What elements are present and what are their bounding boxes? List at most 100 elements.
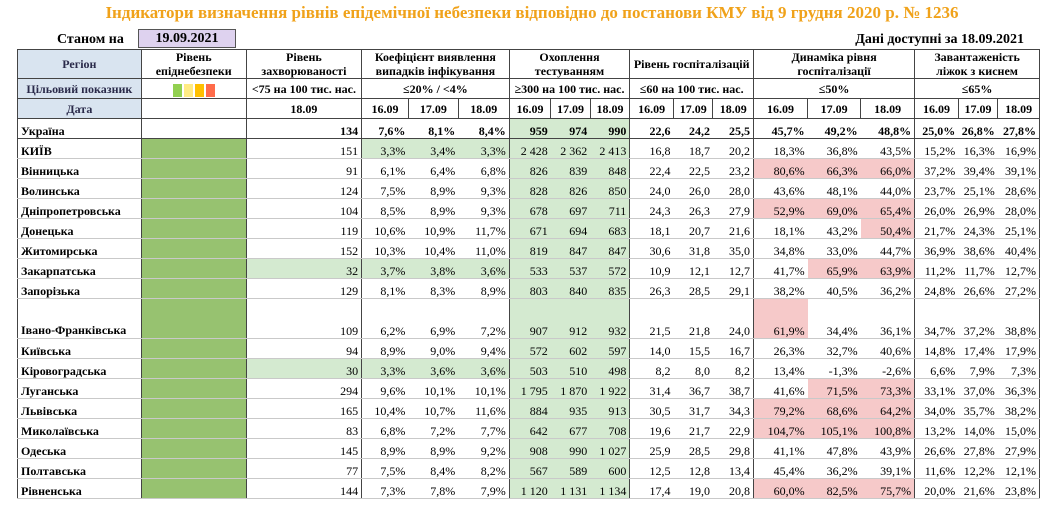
oxygen-beds-value: 39,4% (958, 158, 998, 179)
incidence-value: 165 (245, 398, 362, 419)
oxygen-beds-value: 26,6% (958, 278, 998, 299)
header-row: Регіон Рівень епіднебезпеки Рівень захво… (17, 49, 1040, 79)
detection-value: 10,4% (361, 398, 409, 419)
region-name: Київська (17, 338, 142, 359)
hospitalization-value: 26,3 (629, 278, 674, 299)
date-hospitalization-dynamics: 17.09 (807, 98, 862, 119)
hospitalization-value: 10,9 (629, 258, 674, 279)
level-swatch (194, 84, 204, 98)
detection-value: 8,1% (408, 118, 459, 139)
date-oxygen-beds: 16.09 (914, 98, 959, 119)
detection-value: 6,9% (408, 298, 459, 339)
detection-value: 11,0% (458, 238, 510, 259)
oxygen-beds-value: 28,0% (997, 198, 1040, 219)
detection-value: 8,9% (408, 198, 459, 219)
header-level: Рівень епіднебезпеки (140, 49, 247, 79)
detection-value: 10,3% (361, 238, 409, 259)
danger-level-cell (140, 178, 247, 199)
oxygen-beds-value: 11,7% (958, 258, 998, 279)
hospitalization-value: 20,7 (673, 218, 713, 239)
detection-value: 9,6% (361, 378, 409, 399)
oxygen-beds-value: 23,8% (997, 478, 1040, 499)
hospitalization-value: 12,7 (712, 258, 754, 279)
oxygen-beds-value: 40,4% (997, 238, 1040, 259)
oxygen-beds-value: 17,4% (958, 338, 998, 359)
oxygen-beds-value: 17,9% (997, 338, 1040, 359)
region-name: Луганська (17, 378, 142, 399)
table-row: Луганська 294 9,6% 10,1% 10,1% 1 795 1 870 1 92… (17, 378, 1040, 399)
table-row: Івано-Франківська 109 6,2% 6,9% 7,2% 907 912 93… (17, 298, 1040, 339)
hospitalization-value: 20,8 (712, 478, 754, 499)
detection-value: 3,3% (458, 138, 510, 159)
oxygen-beds-value: 16,9% (997, 138, 1040, 159)
date-oxygen-beds: 17.09 (957, 98, 999, 119)
hospitalization-dynamics-value: 79,2% (753, 398, 808, 419)
incidence-value: 151 (245, 138, 362, 159)
testing-value: 913 (590, 398, 630, 419)
hospitalization-value: 29,8 (712, 438, 754, 459)
hospitalization-value: 21,7 (673, 418, 713, 439)
hospitalization-value: 13,4 (712, 458, 754, 479)
oxygen-beds-value: 16,3% (958, 138, 998, 159)
hospitalization-value: 36,7 (673, 378, 713, 399)
detection-value: 6,8% (458, 158, 510, 179)
date-hospitalization: 16.09 (629, 98, 674, 119)
hospitalization-dynamics-value: 36,2% (860, 278, 915, 299)
testing-value: 572 (590, 258, 630, 279)
header-hospitalization: Рівень госпіталізацій (629, 49, 755, 79)
region-name: Запорізька (17, 278, 142, 299)
as-of-date: 19.09.2021 (138, 29, 236, 48)
hospitalization-value: 25,5 (712, 118, 754, 139)
incidence-value: 94 (245, 338, 362, 359)
testing-value: 990 (590, 118, 630, 139)
testing-value: 708 (590, 418, 630, 439)
hospitalization-dynamics-value: 43,9% (860, 438, 915, 459)
region-name: Україна (17, 118, 142, 139)
hospitalization-value: 24,0 (629, 178, 674, 199)
target-incidence: <75 на 100 тис. нас. (245, 78, 363, 99)
hospitalization-value: 20,2 (712, 138, 754, 159)
detection-value: 3,3% (361, 358, 409, 379)
testing-value: 1 027 (590, 438, 630, 459)
hospitalization-value: 19,0 (673, 478, 713, 499)
date-hospitalization-dynamics: 16.09 (753, 98, 809, 119)
oxygen-beds-value: 39,1% (997, 158, 1040, 179)
detection-value: 8,9% (408, 438, 459, 459)
danger-level-cell (140, 138, 247, 159)
testing-value: 839 (550, 158, 591, 179)
testing-value: 803 (508, 278, 551, 299)
testing-value: 537 (550, 258, 591, 279)
hospitalization-dynamics-value: 43,6% (753, 178, 808, 199)
oxygen-beds-value: 38,2% (997, 398, 1040, 419)
danger-level-cell (140, 478, 247, 499)
testing-value: 683 (590, 218, 630, 239)
danger-level-cell (140, 158, 247, 179)
table-row: Миколаївська 83 6,8% 7,2% 7,7% 642 677 708 19,6 2… (17, 418, 1040, 439)
hospitalization-dynamics-value: 41,1% (753, 438, 808, 459)
table-row: Волинська 124 7,5% 8,9% 9,3% 828 826 850 24,0 26,… (17, 178, 1040, 199)
target-hospitalization-dynamics: ≤50% (753, 78, 916, 99)
testing-value: 2 362 (550, 138, 591, 159)
danger-level-cell (140, 298, 247, 339)
hospitalization-dynamics-value: 45,7% (753, 118, 808, 139)
testing-value: 835 (590, 278, 630, 299)
detection-value: 9,3% (458, 178, 510, 199)
testing-value: 694 (550, 218, 591, 239)
hospitalization-value: 27,9 (712, 198, 754, 219)
detection-value: 3,6% (408, 358, 459, 379)
oxygen-beds-value: 36,3% (997, 378, 1040, 399)
hospitalization-dynamics-value: 34,4% (807, 298, 861, 339)
testing-value: 589 (550, 458, 591, 479)
hospitalization-value: 12,1 (673, 258, 713, 279)
testing-value: 510 (550, 358, 591, 379)
date-testing: 17.09 (550, 98, 591, 119)
date-detection: 17.09 (407, 98, 459, 119)
oxygen-beds-value: 28,6% (997, 178, 1040, 199)
header-oxygen-beds: Завантаженість ліжок з киснем (914, 49, 1040, 79)
detection-value: 8,9% (361, 438, 409, 459)
detection-value: 9,3% (458, 198, 510, 219)
incidence-value: 129 (245, 278, 362, 299)
oxygen-beds-value: 11,6% (914, 458, 959, 479)
oxygen-beds-value: 7,9% (958, 358, 998, 379)
testing-value: 884 (508, 398, 551, 419)
